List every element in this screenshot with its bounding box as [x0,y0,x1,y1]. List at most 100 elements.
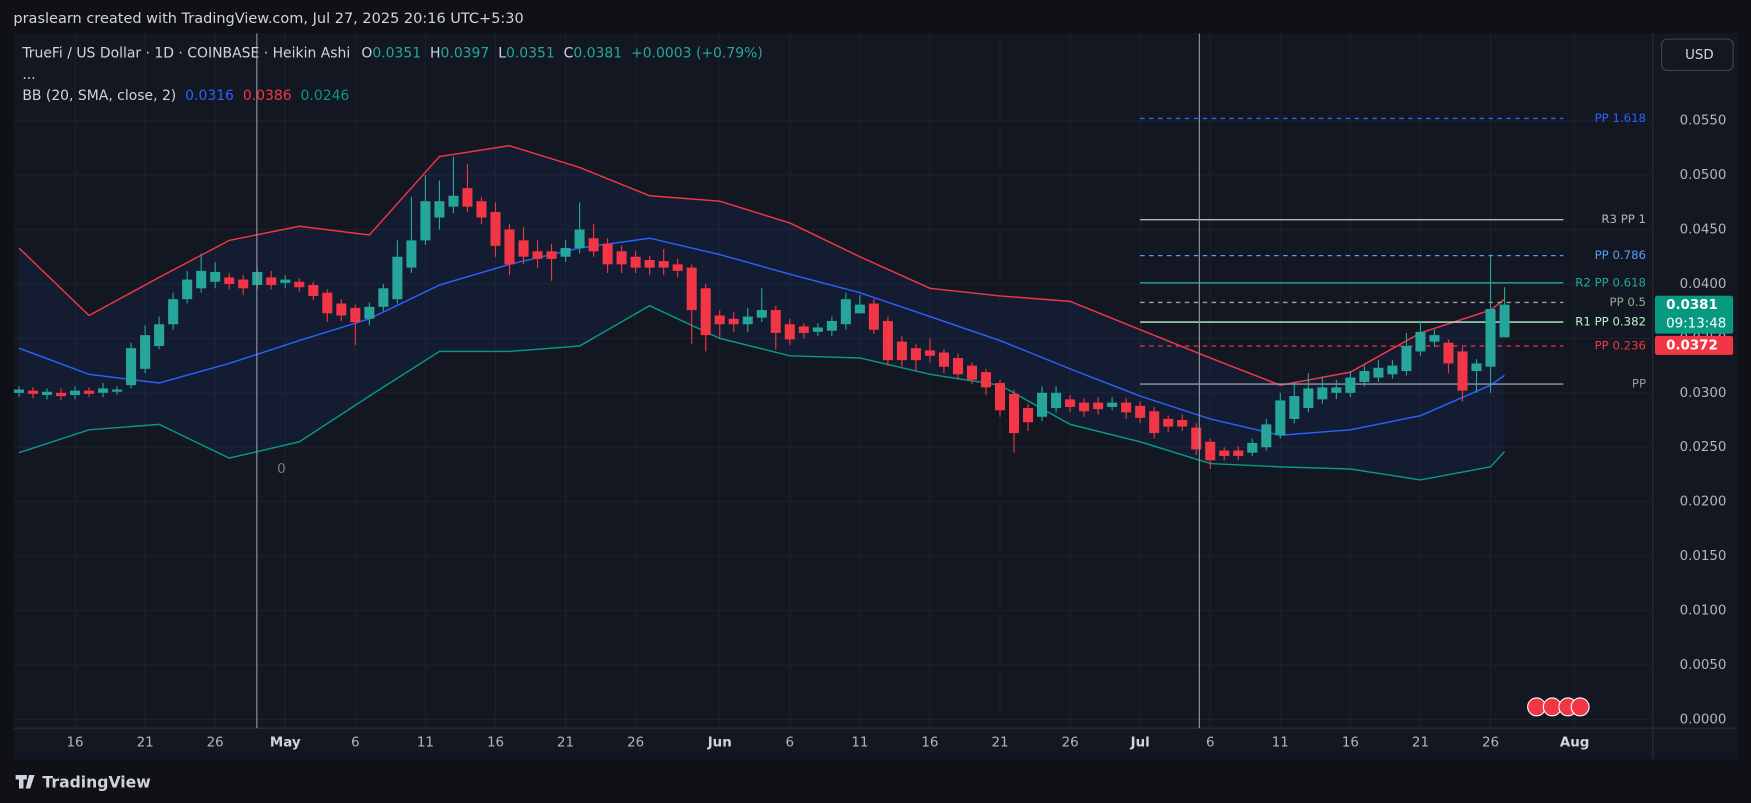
x-tick-label: 21 [1412,736,1429,751]
symbol: TrueFi / US Dollar · 1D · COINBASE · Hei… [21,46,350,62]
candle-body [1233,450,1244,456]
x-tick-label: May [270,736,301,751]
candle-body [924,350,935,356]
candle-body [98,388,109,393]
x-tick-label: Jul [1130,736,1150,751]
logo [15,775,35,789]
x-tick-label: 11 [417,736,434,751]
candle-body [532,251,543,259]
candle-body [84,390,95,394]
candle-body [168,299,179,325]
y-tick-label: 0.0500 [1680,168,1727,183]
candle-body [1023,408,1034,423]
candle-body [1401,346,1412,372]
level-label: R3 PP 1 [1601,212,1646,226]
y-tick-label: 0.0300 [1680,386,1727,401]
price-axis [1652,33,1738,729]
x-tick-label: 6 [1206,736,1215,751]
candle-body [56,392,67,397]
x-tick-label: 6 [351,736,360,751]
candle-body [420,201,431,241]
candle-body [602,243,613,265]
y-tick-label: 0.0450 [1680,223,1727,238]
candle-body [854,304,865,314]
candle-body [140,335,151,369]
candle-body [1359,371,1370,382]
candle-body [994,383,1006,411]
candle-body [868,303,879,330]
event-icons[interactable] [1527,697,1590,717]
more[interactable]: ... [22,67,35,83]
candle-body [700,288,711,336]
y-tick-label: 0.0250 [1680,440,1727,455]
candle-body [1415,331,1426,352]
level-label: PP [1632,377,1646,391]
candle-body [910,348,921,361]
candle-body [1429,335,1440,342]
caption: praslearn created with TradingView.com, … [13,11,523,27]
ohlc-value: 0.0397 [441,46,490,62]
candle-body [406,240,417,268]
candle-body [1275,400,1286,436]
candle-body [27,390,39,394]
candle-body [672,264,683,271]
candle-body [448,195,459,207]
candle-body [308,285,319,296]
candle-body [154,324,165,347]
candle-body [434,201,445,218]
candle-body [280,279,291,283]
footer-brand: TradingView [42,772,150,791]
candle-body [588,238,599,252]
candle-body [1149,411,1160,434]
bb-label: BB (20, SMA, close, 2) [22,88,176,104]
ohlc-value: 0.0351 [506,46,555,62]
candle-body [490,212,501,246]
candle-body [658,261,669,268]
candle-body [742,316,753,325]
x-tick-label: 26 [207,736,224,751]
x-tick-label: 21 [991,736,1008,751]
candle-body [196,270,207,289]
y-tick-label: 0.0150 [1680,549,1727,564]
level-label: R2 PP 0.618 [1575,275,1646,289]
bb-value: 0.0386 [243,88,292,104]
candle-body [938,352,949,367]
level-label: PP 0.236 [1595,339,1646,353]
candle-body [504,229,515,265]
candle-body [812,327,823,332]
x-tick-label: Aug [1560,736,1589,751]
candle-body [560,248,571,257]
x-tick-label: 11 [851,736,868,751]
ohlc-label: O [361,46,372,62]
candle-body [784,324,795,340]
candle-body [392,256,403,300]
candle-body [13,389,25,393]
ohlc-label: H [430,46,440,62]
candle-body [1065,399,1076,407]
x-tick-label: 26 [1482,736,1499,751]
candle-body [1191,427,1202,450]
candle-body [1121,402,1132,413]
x-tick-label: 26 [627,736,644,751]
plot-area [13,33,1653,729]
time-axis [13,728,1738,760]
price-marker [1654,335,1734,355]
candle-body [364,306,375,319]
event-icon[interactable] [1570,697,1590,717]
x-tick-label: 16 [67,736,84,751]
candle-body [210,271,221,282]
candle-body [1037,392,1048,417]
currency-button[interactable] [1661,38,1734,71]
candle-body [980,372,992,388]
x-tick-label: Jun [707,736,732,751]
candle-body [1093,402,1104,410]
candle-body [1135,405,1146,418]
currency-label[interactable]: USD [1685,48,1714,63]
annotation: 0 [277,462,286,477]
candle-body [1443,342,1454,364]
candle-body [1457,351,1468,391]
price-marker-label: 0.0372 [1666,338,1718,353]
candle-body [798,326,809,333]
